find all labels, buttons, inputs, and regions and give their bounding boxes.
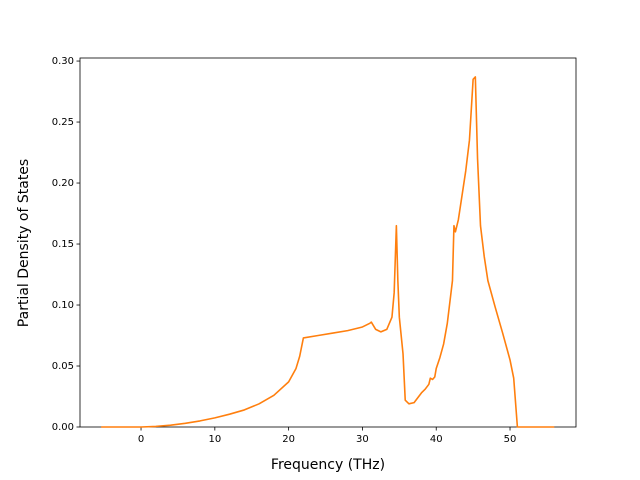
- y-tick-label: 0.30: [52, 56, 74, 67]
- y-tick-label: 0.00: [52, 422, 74, 433]
- data-line: [101, 76, 555, 428]
- y-axis-label: Partial Density of States: [16, 159, 32, 327]
- y-tick-label: 0.10: [52, 300, 74, 311]
- x-tick-label: 10: [208, 434, 221, 445]
- y-tick-label: 0.15: [52, 239, 74, 250]
- y-tick-label: 0.05: [52, 361, 74, 372]
- plot-frame: [79, 57, 577, 428]
- y-tick-label: 0.25: [52, 117, 74, 128]
- x-tick-label: 40: [430, 434, 443, 445]
- x-axis-label: Frequency (THz): [271, 457, 385, 473]
- x-tick-label: 20: [282, 434, 295, 445]
- x-tick-label: 0: [138, 434, 144, 445]
- x-tick-label: 50: [504, 434, 517, 445]
- x-tick-label: 30: [356, 434, 369, 445]
- y-tick-label: 0.20: [52, 178, 74, 189]
